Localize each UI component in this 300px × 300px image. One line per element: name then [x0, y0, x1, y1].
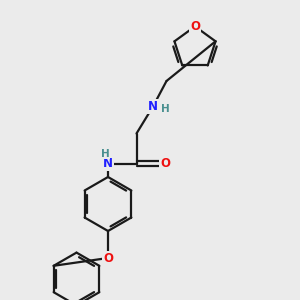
Text: N: N	[148, 100, 158, 113]
Text: O: O	[160, 157, 170, 170]
Text: H: H	[161, 104, 170, 114]
Text: H: H	[101, 149, 110, 159]
Text: O: O	[103, 251, 113, 265]
Text: O: O	[190, 20, 200, 33]
Text: N: N	[103, 157, 113, 170]
